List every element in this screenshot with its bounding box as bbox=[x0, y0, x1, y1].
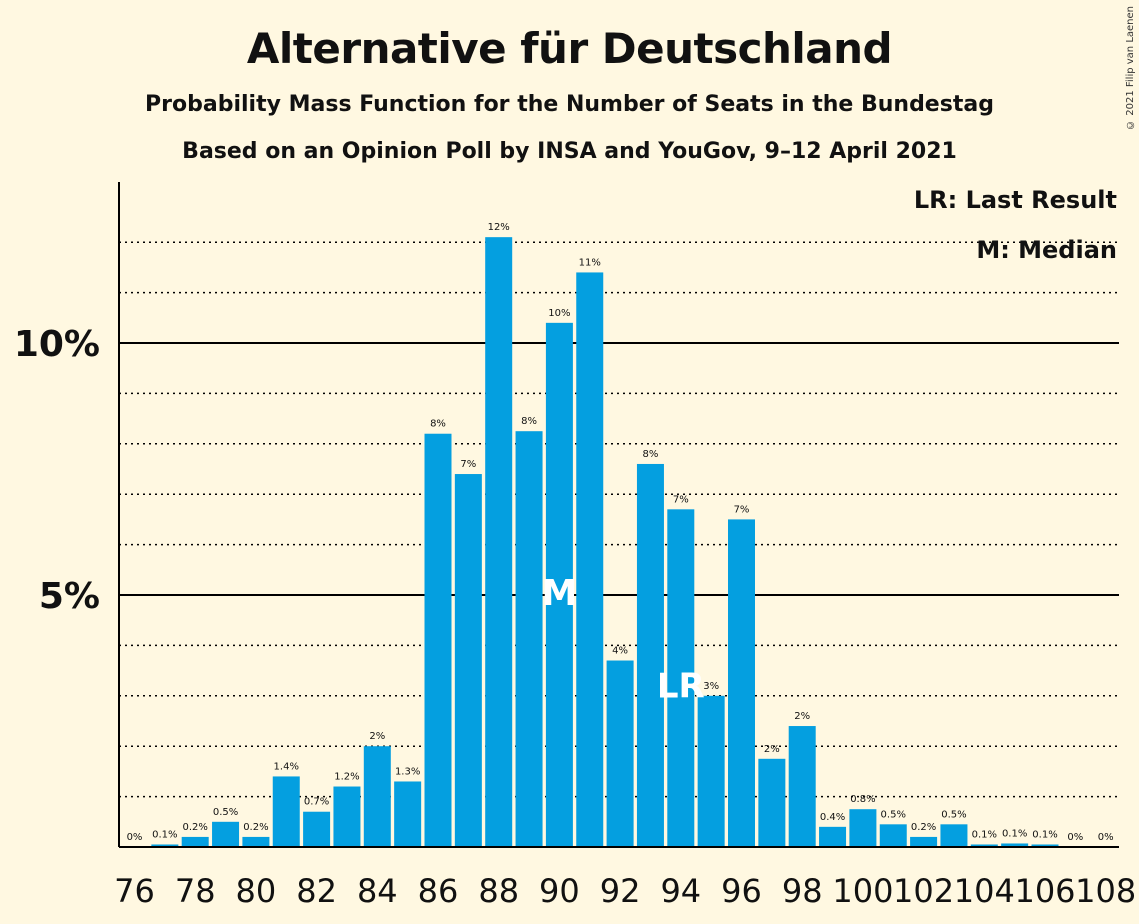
bar bbox=[272, 776, 300, 847]
bar-value-label: 10% bbox=[548, 308, 570, 319]
x-tick-label: 80 bbox=[236, 872, 277, 910]
bar-value-label: 2% bbox=[764, 744, 780, 755]
bar-value-label: 0.1% bbox=[972, 829, 997, 840]
x-tick-label: 78 bbox=[175, 872, 216, 910]
bar bbox=[181, 836, 209, 847]
bar-value-label: 8% bbox=[430, 419, 446, 430]
x-tick-label: 106 bbox=[1014, 872, 1075, 910]
bar bbox=[1001, 843, 1029, 847]
chart-subtitle: Probability Mass Function for the Number… bbox=[145, 92, 994, 117]
bar bbox=[940, 824, 968, 847]
bar-value-label: 0.5% bbox=[941, 809, 966, 820]
y-tick-label: 5% bbox=[39, 576, 100, 617]
bar-value-label: 7% bbox=[460, 459, 476, 470]
x-tick-label: 102 bbox=[893, 872, 954, 910]
bar bbox=[242, 836, 270, 847]
x-tick-label: 86 bbox=[418, 872, 459, 910]
chart-title: Alternative für Deutschland bbox=[246, 24, 893, 73]
bar-value-label: 7% bbox=[673, 494, 689, 505]
bar-value-label: 4% bbox=[612, 646, 628, 657]
bar-value-label: 0.8% bbox=[850, 794, 875, 805]
bar bbox=[697, 695, 725, 847]
bar-value-label: 0% bbox=[1067, 832, 1083, 843]
bar bbox=[424, 433, 452, 847]
bar-value-label: 11% bbox=[579, 257, 601, 268]
bar-value-label: 2% bbox=[369, 731, 385, 742]
bar bbox=[515, 431, 543, 847]
bar-value-label: 8% bbox=[643, 449, 659, 460]
bar bbox=[910, 836, 938, 847]
bar bbox=[545, 322, 573, 848]
bar-value-label: 8% bbox=[521, 416, 537, 427]
bar bbox=[788, 726, 816, 847]
bar-value-label: 0.2% bbox=[243, 822, 268, 833]
bar-value-label: 0.1% bbox=[152, 829, 177, 840]
x-tick-label: 96 bbox=[721, 872, 762, 910]
bar-value-label: 0.7% bbox=[304, 797, 329, 808]
bar bbox=[1031, 844, 1059, 847]
bar-value-label: 1.4% bbox=[274, 761, 299, 772]
bar-value-label: 2% bbox=[794, 711, 810, 722]
bar-value-label: 12% bbox=[488, 222, 510, 233]
bar-value-label: 0.4% bbox=[820, 812, 845, 823]
legend-median: M: Median bbox=[976, 236, 1117, 264]
bar-value-label: 0.1% bbox=[1002, 828, 1027, 839]
bar bbox=[636, 463, 664, 847]
x-tick-label: 88 bbox=[478, 872, 519, 910]
bar-value-label: 1.3% bbox=[395, 766, 420, 777]
bar bbox=[394, 781, 422, 847]
bar-value-label: 0.2% bbox=[911, 822, 936, 833]
x-tick-label: 92 bbox=[600, 872, 641, 910]
x-tick-label: 76 bbox=[114, 872, 155, 910]
bar bbox=[576, 272, 604, 847]
bar bbox=[819, 826, 847, 847]
x-tick-label: 98 bbox=[782, 872, 823, 910]
bar bbox=[758, 758, 786, 847]
x-tick-label: 90 bbox=[539, 872, 580, 910]
bar bbox=[303, 811, 331, 847]
bar bbox=[485, 237, 513, 847]
x-tick-label: 84 bbox=[357, 872, 398, 910]
median-marker: M bbox=[541, 573, 577, 614]
bar bbox=[606, 660, 634, 847]
bar bbox=[151, 844, 179, 847]
x-tick-label: 108 bbox=[1075, 872, 1136, 910]
bar bbox=[667, 509, 695, 847]
x-tick-label: 82 bbox=[296, 872, 337, 910]
bar-value-label: 0.5% bbox=[213, 807, 238, 818]
x-tick-label: 94 bbox=[660, 872, 701, 910]
bar-value-label: 0.5% bbox=[881, 809, 906, 820]
bar bbox=[363, 746, 391, 847]
bar-value-label: 7% bbox=[734, 504, 750, 515]
last-result-marker: LR bbox=[657, 667, 705, 707]
bar bbox=[333, 786, 361, 847]
bar-value-label: 1.2% bbox=[334, 772, 359, 783]
bar-value-label: 0.2% bbox=[182, 822, 207, 833]
bar bbox=[212, 821, 240, 847]
bar bbox=[454, 474, 482, 847]
bar-value-label: 0% bbox=[127, 832, 143, 843]
bar bbox=[728, 519, 755, 847]
bar bbox=[849, 809, 877, 847]
bar-value-label: 0.1% bbox=[1032, 829, 1057, 840]
bar bbox=[970, 844, 998, 847]
bar-value-label: 3% bbox=[703, 681, 719, 692]
x-tick-label: 100 bbox=[832, 872, 893, 910]
bar-value-label: 0% bbox=[1098, 832, 1114, 843]
x-tick-label: 104 bbox=[954, 872, 1015, 910]
bar bbox=[879, 824, 907, 847]
y-tick-label: 10% bbox=[14, 324, 100, 365]
chart-subtitle-poll: Based on an Opinion Poll by INSA and You… bbox=[182, 139, 957, 164]
legend-last-result: LR: Last Result bbox=[914, 186, 1117, 214]
